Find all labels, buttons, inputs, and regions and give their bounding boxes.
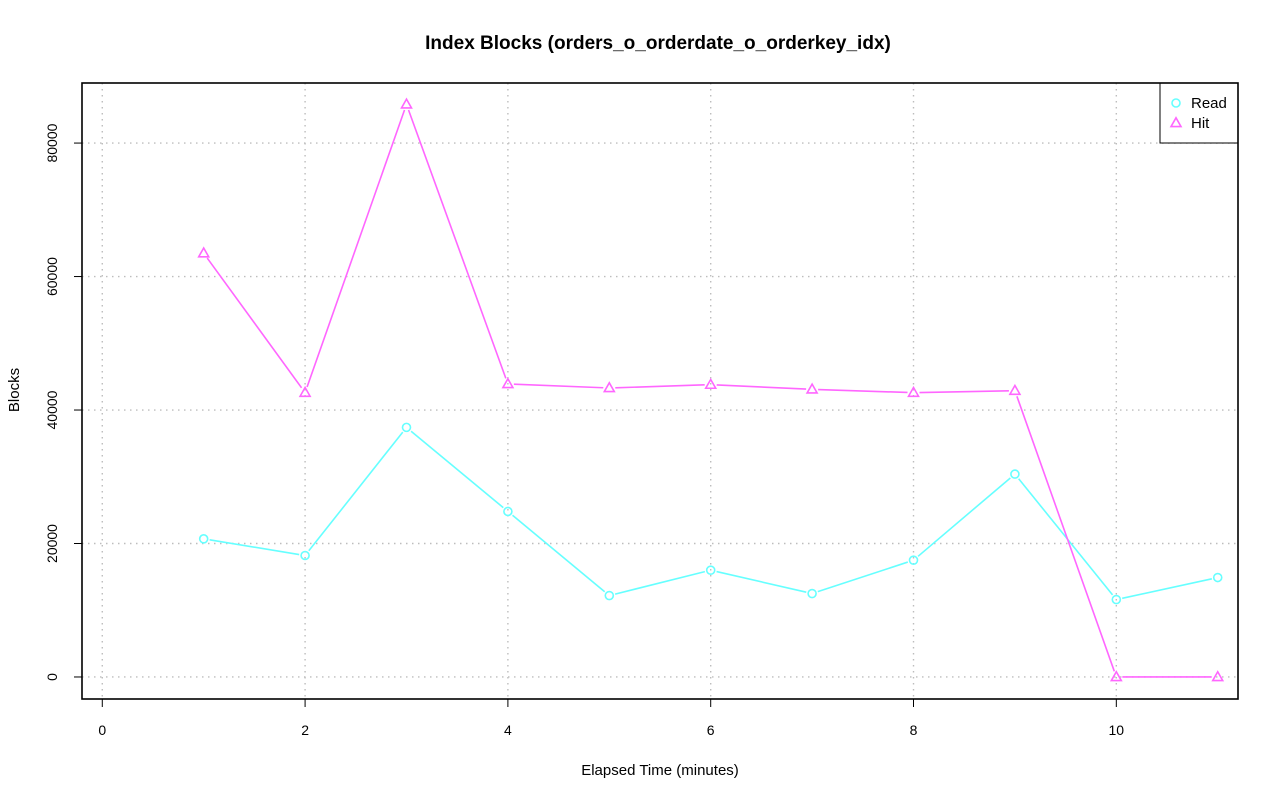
series-read-point bbox=[503, 506, 513, 517]
y-tick-label: 0 bbox=[44, 673, 60, 681]
series-hit-segment bbox=[513, 383, 604, 389]
series-hit-point bbox=[1008, 383, 1022, 396]
series-hit-segment bbox=[919, 389, 1009, 394]
x-tick-label: 0 bbox=[98, 722, 106, 738]
series-hit-segment bbox=[206, 257, 303, 389]
x-tick-label: 4 bbox=[504, 722, 512, 738]
grid bbox=[82, 83, 1238, 699]
series-hit-point bbox=[602, 381, 616, 393]
series-layer bbox=[197, 97, 1225, 682]
x-tick-label: 2 bbox=[301, 722, 309, 738]
series-read-point bbox=[300, 550, 310, 561]
series-hit bbox=[197, 97, 1225, 682]
plot-frame bbox=[81, 82, 1239, 700]
series-read-point bbox=[604, 590, 615, 601]
series-read-point bbox=[705, 565, 716, 575]
legend-read-marker bbox=[1171, 98, 1181, 108]
series-hit-segment bbox=[1016, 396, 1116, 672]
series-read-segment bbox=[410, 430, 504, 509]
series-read-segment bbox=[512, 514, 606, 593]
legend-hit-label: Hit bbox=[1191, 115, 1210, 132]
series-hit-segment bbox=[306, 109, 406, 388]
series-read-segment bbox=[716, 570, 807, 593]
y-tick-label: 20000 bbox=[44, 524, 60, 563]
series-read-segment bbox=[917, 477, 1011, 557]
series-hit-point bbox=[704, 377, 718, 390]
series-hit-point bbox=[1211, 670, 1225, 682]
x-tick-label: 8 bbox=[910, 722, 918, 738]
series-read-segment bbox=[308, 431, 404, 552]
series-read-segment bbox=[1018, 478, 1114, 596]
series-hit-point bbox=[400, 97, 413, 109]
x-tick-label: 6 bbox=[707, 722, 715, 738]
legend-box bbox=[1159, 82, 1239, 144]
series-read-segment bbox=[209, 539, 300, 556]
series-hit-point bbox=[805, 382, 819, 394]
legend: Read Hit bbox=[1159, 82, 1239, 144]
series-hit-point bbox=[907, 385, 920, 398]
series-read-segment bbox=[1122, 578, 1213, 600]
series-read-segment bbox=[614, 570, 706, 595]
chart-title: Index Blocks (orders_o_orderdate_o_order… bbox=[425, 33, 891, 54]
series-hit-segment bbox=[615, 384, 705, 389]
series-hit-point bbox=[501, 377, 515, 389]
series-hit-point bbox=[1109, 670, 1123, 682]
series-hit-point bbox=[197, 246, 211, 258]
x-axis-label: Elapsed Time (minutes) bbox=[581, 762, 739, 779]
series-hit-segment bbox=[818, 388, 908, 394]
legend-read-label: Read bbox=[1191, 95, 1227, 112]
y-tick-label: 40000 bbox=[44, 390, 60, 429]
series-read-point bbox=[1111, 594, 1122, 605]
series-hit-point bbox=[298, 385, 312, 398]
axes: 0 2 4 6 8 10 0 20000 40000 60000 80000 bbox=[44, 123, 1124, 738]
series-read-point bbox=[198, 534, 209, 544]
series-read-point bbox=[1010, 469, 1020, 479]
series-read-point bbox=[908, 555, 919, 565]
series-read-point bbox=[807, 588, 817, 599]
y-axis-label: Blocks bbox=[6, 368, 23, 412]
series-read-segment bbox=[817, 561, 909, 593]
series-hit-segment bbox=[716, 384, 807, 390]
series-read-point bbox=[401, 422, 412, 433]
legend-hit-marker bbox=[1169, 116, 1183, 128]
series-hit-segment bbox=[407, 109, 507, 379]
x-tick-label: 10 bbox=[1109, 722, 1125, 738]
series-read-point bbox=[1212, 572, 1223, 583]
y-tick-label: 60000 bbox=[44, 257, 60, 296]
y-tick-label: 80000 bbox=[44, 123, 60, 162]
series-read bbox=[198, 422, 1223, 605]
